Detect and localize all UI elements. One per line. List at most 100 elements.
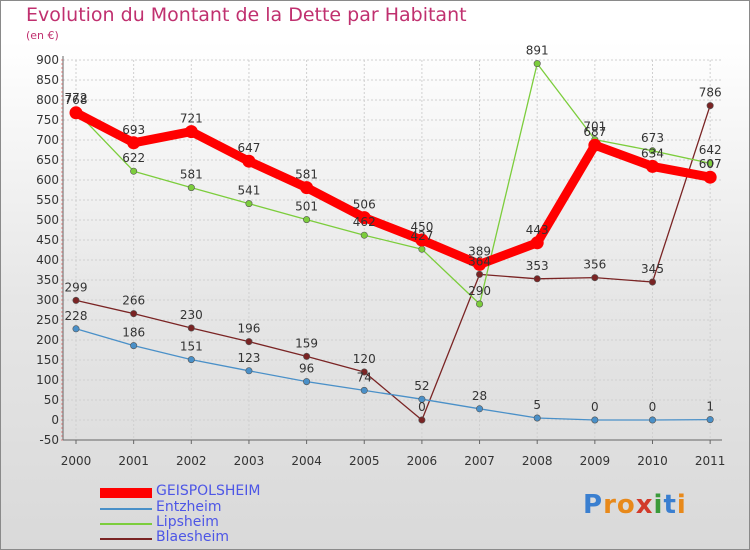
- data-label-geispolsheim: 389: [468, 244, 491, 258]
- data-label-lipsheim: 772: [65, 91, 88, 105]
- data-label-lipsheim: 541: [237, 184, 260, 198]
- data-point-lipsheim: [418, 245, 426, 253]
- data-label-geispolsheim: 768: [65, 93, 88, 107]
- data-label-entzheim: 151: [180, 340, 203, 354]
- data-point-lipsheim: [187, 184, 195, 192]
- data-label-blaesheim: 196: [237, 322, 260, 336]
- data-label-lipsheim: 581: [180, 168, 203, 182]
- data-label-lipsheim: 427: [410, 229, 433, 243]
- y-tick-label: 650: [36, 153, 59, 167]
- data-point-geispolsheim: [242, 154, 256, 168]
- data-point-lipsheim: [360, 231, 368, 239]
- data-label-lipsheim: 462: [353, 215, 376, 229]
- data-point-blaesheim: [533, 275, 541, 283]
- data-label-entzheim: 74: [357, 370, 372, 384]
- data-point-entzheim: [418, 395, 426, 403]
- data-point-blaesheim: [591, 274, 599, 282]
- data-label-lipsheim: 290: [468, 284, 491, 298]
- data-label-blaesheim: 120: [353, 352, 376, 366]
- data-point-entzheim: [303, 378, 311, 386]
- data-point-blaesheim: [303, 352, 311, 360]
- data-point-geispolsheim: [415, 233, 429, 247]
- data-point-blaesheim: [706, 102, 714, 110]
- x-tick-label: 2003: [234, 454, 265, 468]
- proxiti-logo: Proxiti: [583, 490, 687, 520]
- data-point-blaesheim: [360, 368, 368, 376]
- data-point-lipsheim: [303, 216, 311, 224]
- data-point-entzheim: [476, 405, 484, 413]
- data-point-entzheim: [245, 367, 253, 375]
- x-tick-label: 2011: [695, 454, 726, 468]
- data-label-entzheim: 123: [237, 351, 260, 365]
- data-point-blaesheim: [476, 270, 484, 278]
- x-tick-label: 2007: [464, 454, 495, 468]
- y-tick-label: 250: [36, 313, 59, 327]
- y-tick-label: 50: [44, 393, 59, 407]
- data-label-entzheim: 186: [122, 326, 145, 340]
- legend-swatch-geispolsheim: [100, 488, 152, 498]
- data-point-blaesheim: [418, 416, 426, 424]
- data-label-lipsheim: 642: [699, 143, 722, 157]
- legend-label-entzheim: Entzheim: [156, 499, 222, 515]
- logo-letter: t: [663, 490, 677, 520]
- x-tick-label: 2006: [407, 454, 438, 468]
- data-point-entzheim: [648, 416, 656, 424]
- data-label-blaesheim: 266: [122, 294, 145, 308]
- data-label-blaesheim: 364: [468, 254, 491, 268]
- data-label-blaesheim: 353: [526, 259, 549, 273]
- data-label-entzheim: 28: [472, 389, 487, 403]
- data-point-blaesheim: [648, 278, 656, 286]
- data-point-lipsheim: [130, 167, 138, 175]
- data-label-entzheim: 228: [65, 309, 88, 323]
- x-tick-label: 2000: [61, 454, 92, 468]
- series-line-blaesheim: [75, 104, 711, 421]
- data-label-lipsheim: 501: [295, 200, 318, 214]
- y-tick-label: 850: [36, 73, 59, 87]
- data-label-lipsheim: 701: [583, 120, 606, 134]
- data-label-entzheim: 1: [706, 400, 714, 414]
- x-tick-label: 2001: [118, 454, 149, 468]
- y-tick-label: 600: [36, 173, 59, 187]
- data-label-geispolsheim: 721: [180, 112, 203, 126]
- legend-item-lipsheim: Lipsheim: [100, 514, 360, 533]
- data-point-lipsheim: [706, 159, 714, 167]
- chart-title: Evolution du Montant de la Dette par Hab…: [26, 4, 467, 26]
- legend-item-blaesheim: Blaesheim: [100, 529, 360, 548]
- data-point-entzheim: [72, 325, 80, 333]
- logo-letter: i: [676, 490, 687, 520]
- data-point-entzheim: [533, 414, 541, 422]
- series-line-entzheim: [75, 328, 711, 421]
- series-line-geispolsheim: [71, 108, 715, 269]
- data-label-lipsheim: 673: [641, 131, 664, 145]
- data-label-entzheim: 52: [414, 379, 429, 393]
- y-tick-label: 150: [36, 353, 59, 367]
- legend-swatch-lipsheim: [100, 523, 152, 525]
- data-label-blaesheim: 0: [418, 400, 426, 414]
- data-label-blaesheim: 345: [641, 262, 664, 276]
- data-label-blaesheim: 786: [699, 86, 722, 100]
- data-point-geispolsheim: [646, 159, 659, 173]
- x-tick-label: 2008: [522, 454, 553, 468]
- legend-label-blaesheim: Blaesheim: [156, 529, 229, 545]
- logo-letter: x: [635, 490, 654, 520]
- y-tick-label: -50: [39, 433, 59, 447]
- data-point-blaesheim: [245, 338, 253, 346]
- legend-swatch-entzheim: [100, 508, 152, 510]
- legend-label-lipsheim: Lipsheim: [156, 514, 219, 530]
- data-point-blaesheim: [130, 310, 138, 318]
- data-label-geispolsheim: 634: [641, 146, 664, 160]
- legend-item-entzheim: Entzheim: [100, 499, 360, 518]
- y-tick-label: 300: [36, 293, 59, 307]
- legend-item-geispolsheim: GEISPOLSHEIM: [100, 483, 360, 502]
- data-label-entzheim: 96: [299, 362, 314, 376]
- x-tick-label: 2002: [176, 454, 207, 468]
- legend-swatch-blaesheim: [100, 538, 152, 540]
- data-point-geispolsheim: [473, 257, 487, 271]
- y-tick-label: 200: [36, 333, 59, 347]
- data-label-entzheim: 0: [591, 400, 599, 414]
- data-point-entzheim: [187, 356, 195, 364]
- data-label-geispolsheim: 506: [353, 198, 376, 212]
- x-tick-label: 2009: [580, 454, 611, 468]
- data-point-blaesheim: [187, 324, 195, 332]
